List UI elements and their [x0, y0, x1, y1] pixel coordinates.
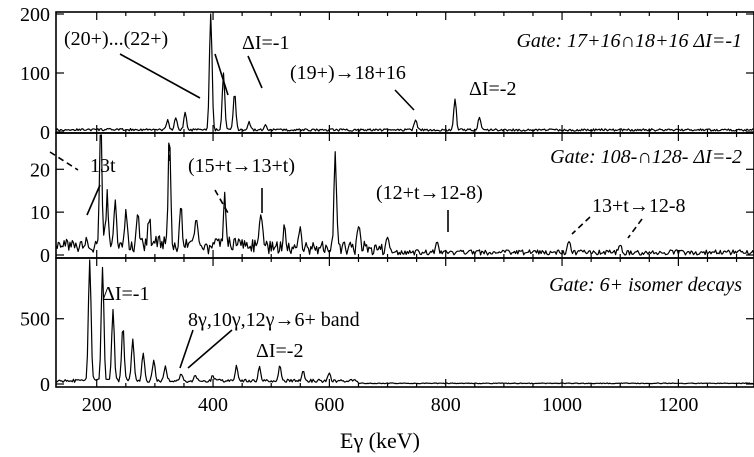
panel-3-anno-band: 8γ,10γ,12γ→6+ band: [188, 309, 360, 331]
panel-1-anno-20-22: (20+)...(22+): [64, 28, 168, 50]
panel-2-anno-15-13: (15+t→13+t): [188, 155, 295, 177]
panel-2-anno-13t: 13t: [90, 155, 116, 177]
panel-3-ytick-label: 500: [20, 309, 50, 331]
arrow-20-22-left: [119, 53, 201, 99]
arrow-15-13-left: [214, 189, 229, 214]
panel-2-gate-label: Gate: 108-∩128- ΔI=-2: [550, 146, 742, 168]
panel-2-anno-12-12: (12+t→12-8): [376, 182, 483, 204]
spectrum-traces: [55, 13, 754, 385]
arrow-13t: [86, 184, 101, 216]
panel-3-ytick-label: 0: [40, 374, 50, 396]
xtick-label: 800: [431, 394, 461, 416]
arrow-panel2-left: [49, 151, 79, 171]
panel-1-ytick-label: 200: [20, 4, 50, 26]
x-axis-title: Eγ (keV): [340, 428, 420, 453]
panel-1-anno-di-1: ΔI=-1: [242, 32, 289, 54]
arrow-band-left: [179, 329, 194, 369]
xtick-label: 200: [82, 394, 112, 416]
arrow-13-12-right: [627, 218, 643, 239]
xtick-label: 1200: [658, 394, 698, 416]
panel-1-ytick-label: 0: [40, 122, 50, 144]
axis-ticks: [56, 12, 754, 387]
panel-1-ytick-label: 100: [20, 63, 50, 85]
panel-1-spectrum: [55, 13, 754, 132]
panel-2-spectrum: [55, 134, 754, 256]
panel-2-ytick-label: 20: [30, 159, 50, 181]
panel-2-ytick-label: 0: [40, 245, 50, 267]
panel-2-anno-13-12: 13+t→12-8: [592, 195, 686, 217]
panel-1-gate-label: Gate: 17+16∩18+16 ΔI=-1: [516, 30, 742, 52]
panel-3-gate-label: Gate: 6+ isomer decays: [549, 274, 742, 296]
panel-3-anno-di-2: ΔI=-2: [256, 340, 303, 362]
annotation-arrows: [49, 53, 643, 369]
arrow-band-right: [187, 329, 233, 369]
panel-1-anno-19-18: (19+)→18+16: [290, 62, 406, 84]
arrow-20-22-mid: [214, 53, 229, 96]
panel-3-frame: [55, 257, 754, 388]
xtick-label: 600: [314, 394, 344, 416]
panel-3-anno-di-1: ΔI=-1: [102, 283, 149, 305]
arrow-20-22-right: [247, 55, 263, 89]
panel-3-spectrum: [55, 259, 754, 385]
arrow-19-18: [394, 89, 415, 111]
xtick-label: 1000: [542, 394, 582, 416]
xtick-label: 400: [198, 394, 228, 416]
panel-1-anno-di-2: ΔI=-2: [469, 78, 516, 100]
arrow-13-12-left: [571, 216, 591, 235]
panel-2-ytick-label: 10: [30, 202, 50, 224]
